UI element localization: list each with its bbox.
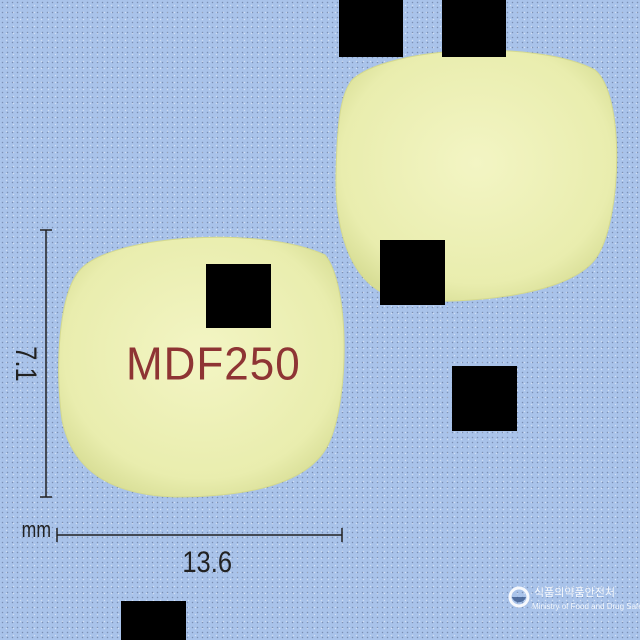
- occluder-box: [121, 601, 186, 640]
- watermark-english-text: Ministry of Food and Drug Safety: [532, 602, 640, 611]
- tablet-front: [58, 236, 345, 498]
- occluder-box: [442, 0, 506, 57]
- height-label: 7.1: [8, 346, 42, 382]
- occluder-box: [206, 264, 271, 328]
- unit-label: mm: [21, 517, 51, 542]
- width-dimension-line: [56, 528, 343, 542]
- occluder-box: [452, 366, 517, 431]
- tablet-back: [335, 49, 618, 302]
- watermark-korean-text: 식품의약품안전처: [534, 587, 615, 599]
- tablet-imprint: MDF250: [126, 338, 301, 391]
- height-dimension-line: [40, 229, 52, 498]
- ministry-watermark: 식품의약품안전처 Ministry of Food and Drug Safet…: [508, 584, 640, 620]
- government-emblem-icon: [508, 586, 530, 608]
- occluder-box: [339, 0, 403, 57]
- width-label: 13.6: [182, 546, 233, 579]
- occluder-box: [380, 240, 445, 305]
